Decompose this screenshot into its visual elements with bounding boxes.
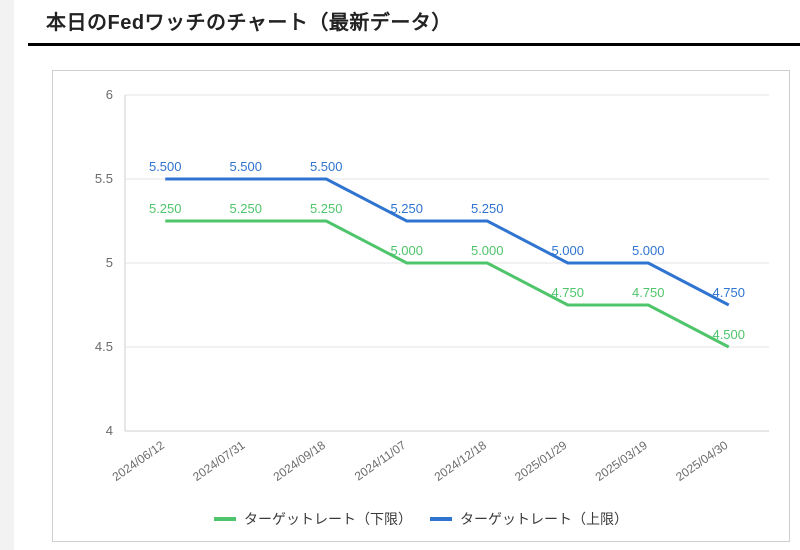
value-label: 5.000 [632,243,665,258]
value-label: 4.750 [551,285,584,300]
value-label: 4.750 [632,285,665,300]
value-label: 5.000 [471,243,504,258]
value-label: 5.250 [310,201,343,216]
page-title: 本日のFedワッチのチャート（最新データ） [46,6,776,35]
value-label: 5.250 [229,201,262,216]
value-label: 5.500 [149,159,182,174]
value-label: 5.500 [310,159,343,174]
y-tick-label: 6 [106,87,113,102]
y-tick-label: 5.5 [95,171,113,186]
legend-label-lower: ターゲットレート（下限） [244,511,412,527]
value-label: 5.500 [229,159,262,174]
y-tick-label: 5 [106,255,113,270]
value-label: 5.250 [390,201,423,216]
value-label: 4.750 [712,285,745,300]
value-label: 5.250 [471,201,504,216]
legend-label-upper: ターゲットレート（上限） [460,511,628,527]
value-label: 5.000 [551,243,584,258]
chart-svg: 44.555.562024/06/122024/07/312024/09/182… [53,71,789,541]
value-label: 4.500 [712,327,745,342]
value-label: 5.250 [149,201,182,216]
fedwatch-chart: 44.555.562024/06/122024/07/312024/09/182… [52,70,790,542]
value-label: 5.000 [390,243,423,258]
y-tick-label: 4.5 [95,339,113,354]
y-tick-label: 4 [106,423,113,438]
